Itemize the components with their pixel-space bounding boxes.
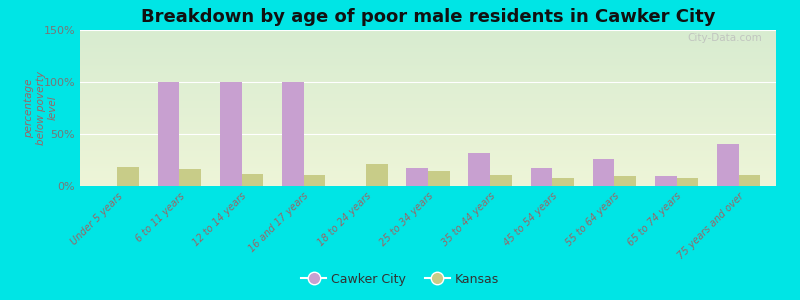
Bar <box>220 82 242 186</box>
Bar <box>738 175 761 186</box>
Bar <box>717 144 738 186</box>
Legend: Cawker City, Kansas: Cawker City, Kansas <box>296 268 504 291</box>
Bar <box>118 167 139 186</box>
Bar <box>304 175 326 186</box>
Bar <box>158 82 179 186</box>
Bar <box>490 175 512 186</box>
Bar <box>614 176 636 186</box>
Bar <box>530 168 552 186</box>
Bar <box>366 164 388 186</box>
Bar <box>282 82 304 186</box>
Bar <box>179 169 201 186</box>
Bar <box>655 176 677 186</box>
Bar <box>677 178 698 186</box>
Title: Breakdown by age of poor male residents in Cawker City: Breakdown by age of poor male residents … <box>141 8 715 26</box>
Bar <box>406 168 428 186</box>
Text: City-Data.com: City-Data.com <box>687 33 762 43</box>
Bar <box>242 173 263 186</box>
Bar <box>468 153 490 186</box>
Bar <box>428 171 450 186</box>
Y-axis label: percentage
below poverty
level: percentage below poverty level <box>24 71 58 145</box>
Bar <box>552 178 574 186</box>
Bar <box>593 159 614 186</box>
